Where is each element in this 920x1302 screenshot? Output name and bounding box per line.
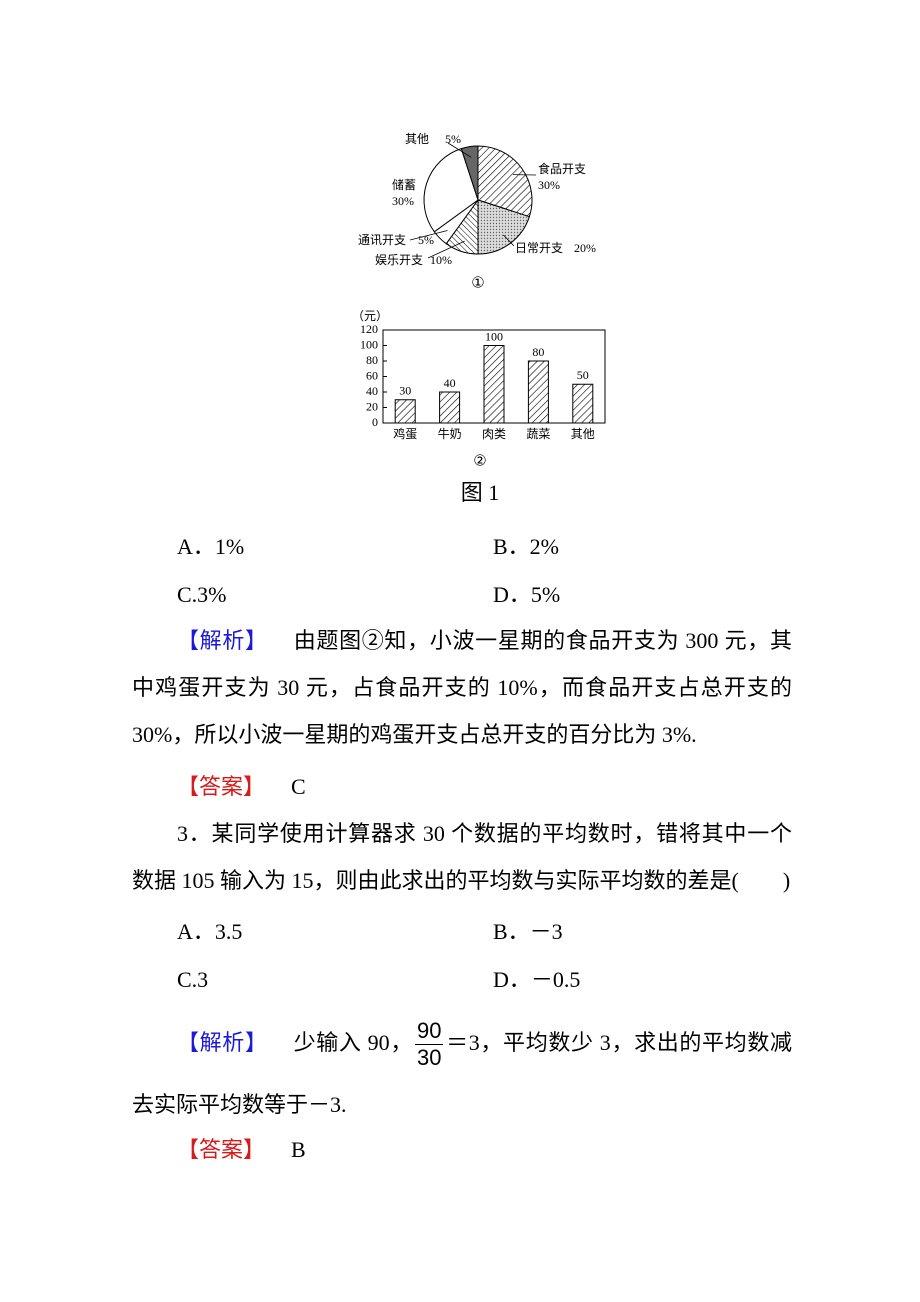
bar-label: ② bbox=[473, 453, 486, 469]
denominator: 30 bbox=[416, 1045, 442, 1071]
question-stem: 3．某同学使用计算器求 30 个数据的平均数时，错将其中一个数据 105 输入为… bbox=[132, 821, 792, 893]
y-unit: （元） bbox=[352, 309, 388, 323]
fraction: 90 30 bbox=[414, 1018, 444, 1071]
option: D．5% bbox=[493, 582, 561, 607]
option: C.3 bbox=[177, 967, 209, 992]
x-tick-label: 蔬菜 bbox=[526, 427, 550, 441]
pie-slice bbox=[423, 148, 479, 233]
analysis-text: ＝3，平均数少 3，求出的平均数减去实际平均数等于－3. bbox=[132, 1030, 792, 1117]
answer: 【答案】 B bbox=[177, 1126, 306, 1173]
option: D．－0.5 bbox=[493, 967, 581, 992]
analysis: 【解析】 由题图②知，小波一星期的食品开支为 300 元，其中鸡蛋开支为 30 元… bbox=[132, 617, 792, 758]
analysis-text: 少输入 90， bbox=[293, 1030, 413, 1055]
pie-value-label: 5% bbox=[418, 233, 434, 247]
leader-line bbox=[409, 230, 448, 241]
y-tick-label: 40 bbox=[366, 384, 378, 398]
pie-slice bbox=[460, 145, 479, 201]
x-tick-label: 肉类 bbox=[482, 427, 506, 441]
pie-value-label: 5% bbox=[445, 132, 461, 146]
leader-line bbox=[503, 234, 515, 247]
bar-value-label: 40 bbox=[444, 376, 456, 390]
pie-name: 日常开支 bbox=[515, 241, 563, 255]
bar bbox=[527, 360, 549, 424]
pie-name: 通讯开支 bbox=[358, 233, 406, 247]
pie-name: 储蓄 bbox=[392, 177, 416, 192]
answer-tag: 【答案】 bbox=[177, 774, 266, 799]
pie-name: 其他 bbox=[405, 132, 429, 146]
leader-line bbox=[447, 142, 472, 158]
bar bbox=[394, 399, 416, 424]
bar-value-label: 100 bbox=[485, 329, 503, 343]
option: C.3% bbox=[177, 582, 227, 607]
analysis-text: 由题图②知，小波一星期的食品开支为 300 元，其中鸡蛋开支为 30 元，占食品… bbox=[132, 628, 792, 747]
bar bbox=[439, 391, 461, 424]
pie-slice bbox=[477, 199, 530, 255]
numerator: 90 bbox=[414, 1018, 444, 1046]
x-tick-label: 其他 bbox=[571, 427, 595, 441]
bar-value-label: 50 bbox=[577, 368, 589, 382]
analysis: 【解析】 少输入 90， 90 30 ＝3，平均数少 3，求出的平均数减去实际平均数等于… bbox=[132, 1012, 792, 1136]
pie-value-label: 10% bbox=[430, 253, 452, 267]
option: B．2% bbox=[493, 534, 560, 559]
bar-value-label: 30 bbox=[399, 384, 411, 398]
option: A．3.5 bbox=[177, 919, 243, 944]
analysis-tag: 【解析】 bbox=[177, 1030, 268, 1055]
leader-line bbox=[427, 240, 465, 259]
answer-text: C bbox=[291, 774, 306, 799]
bar bbox=[483, 345, 505, 424]
pie-name: 娱乐开支 bbox=[375, 253, 423, 267]
pie-value-label: 20% bbox=[574, 241, 596, 255]
option: B．－3 bbox=[493, 919, 563, 944]
pie-slice bbox=[477, 145, 533, 218]
analysis-tag: 【解析】 bbox=[177, 628, 268, 653]
answer-tag: 【答案】 bbox=[177, 1137, 266, 1162]
pie-value-label: 30% bbox=[538, 178, 560, 192]
bar-value-label: 80 bbox=[532, 345, 544, 359]
answer-text: B bbox=[291, 1137, 306, 1162]
y-tick-label: 120 bbox=[360, 322, 378, 336]
pie-label: ① bbox=[471, 275, 484, 291]
x-tick-label: 鸡蛋 bbox=[393, 426, 417, 441]
pie-value-label: 30% bbox=[392, 194, 414, 208]
y-tick-label: 0 bbox=[372, 415, 378, 429]
x-tick-label: 牛奶 bbox=[438, 426, 462, 441]
answer: 【答案】 C bbox=[177, 763, 306, 810]
bar bbox=[572, 383, 594, 424]
y-tick-label: 20 bbox=[366, 399, 378, 413]
option: A．1% bbox=[177, 534, 245, 559]
y-tick-label: 100 bbox=[360, 337, 378, 351]
y-tick-label: 80 bbox=[366, 353, 378, 367]
caption: 图 1 bbox=[461, 480, 500, 505]
y-tick-label: 60 bbox=[366, 368, 378, 382]
figure: ① （元） ② 图 1 食品开支 30% 日常开支 20% 娱乐开支 10% 通讯开支 5% 储… bbox=[352, 132, 606, 505]
pie-name: 食品开支 bbox=[538, 161, 586, 176]
